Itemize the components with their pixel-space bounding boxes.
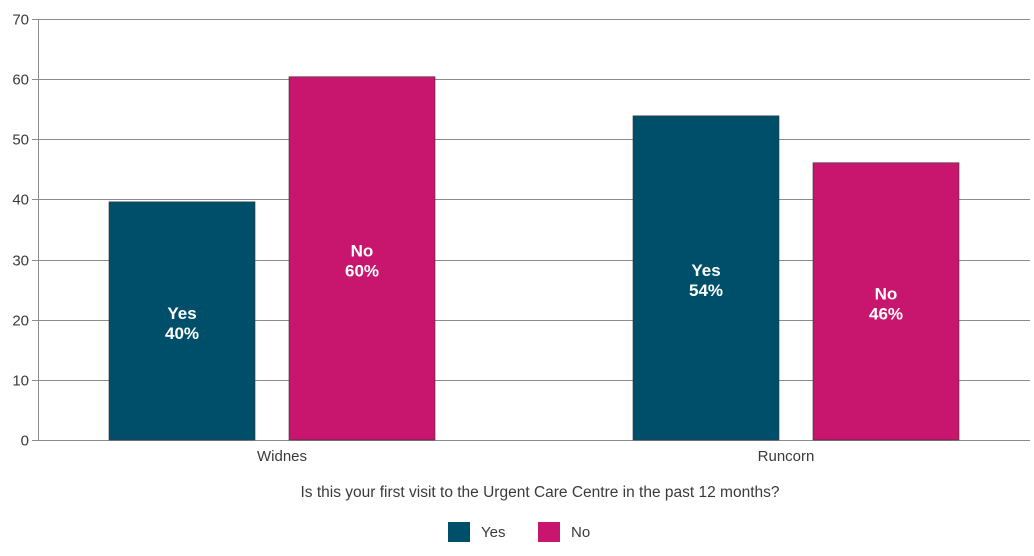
y-tick-label: 30 bbox=[12, 253, 29, 270]
y-tick-label: 50 bbox=[12, 132, 29, 149]
bar-labels: Yes 40% No 60% Yes 54% No 46% bbox=[165, 241, 903, 343]
category-label: Runcorn bbox=[758, 448, 815, 465]
y-tick-label: 40 bbox=[12, 192, 29, 209]
y-axis-ticks: 0 10 20 30 40 50 60 70 bbox=[12, 12, 29, 450]
y-tick-label: 60 bbox=[12, 72, 29, 89]
legend-swatch-yes bbox=[448, 522, 470, 542]
bar-yes-runcorn bbox=[632, 115, 780, 441]
data-label: Yes 40% bbox=[165, 304, 199, 343]
legend: Yes No bbox=[448, 522, 590, 542]
category-label: Widnes bbox=[257, 448, 307, 465]
bars bbox=[108, 76, 960, 441]
y-tick-label: 10 bbox=[12, 373, 29, 390]
legend-label-yes: Yes bbox=[481, 524, 505, 541]
y-tick-label: 0 bbox=[21, 433, 29, 450]
y-tick-label: 70 bbox=[12, 12, 29, 29]
y-tick-label: 20 bbox=[12, 313, 29, 330]
bar-no-widnes bbox=[288, 76, 436, 441]
data-label: No 46% bbox=[869, 284, 903, 323]
data-label: No 60% bbox=[345, 241, 379, 280]
bar-yes-widnes bbox=[108, 201, 256, 441]
x-axis-label: Is this your first visit to the Urgent C… bbox=[301, 484, 780, 501]
bar-no-runcorn bbox=[812, 162, 960, 441]
legend-swatch-no bbox=[538, 522, 560, 542]
category-labels: Widnes Runcorn bbox=[257, 448, 814, 465]
legend-label-no: No bbox=[571, 524, 590, 541]
data-label: Yes 54% bbox=[689, 261, 723, 300]
